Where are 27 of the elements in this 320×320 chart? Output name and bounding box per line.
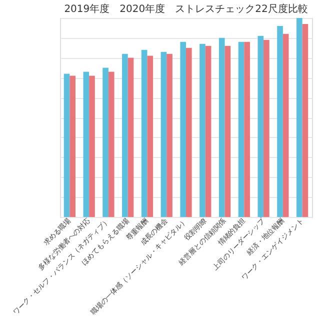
bar [83,72,90,217]
bar [108,72,114,217]
bar [64,74,70,217]
bar [147,56,154,217]
bar [218,38,225,217]
bar [70,76,76,217]
bar [186,48,192,217]
bar [200,44,206,217]
bar [238,42,244,217]
bar [122,54,128,217]
bar [244,42,250,217]
bar [166,54,172,217]
bar [282,34,289,217]
bar [302,24,308,217]
bar [205,46,212,217]
bar [141,50,148,217]
bar [258,36,264,217]
bar [128,58,134,217]
bar [89,76,95,217]
bar [264,40,270,217]
bar [224,46,231,217]
bar [277,26,283,217]
bar [296,18,302,217]
bar [102,68,108,217]
chart-title: 2019年度 2020年度 ストレスチェック22尺度比較 [64,3,308,15]
bar [180,42,186,217]
bar [160,52,167,217]
